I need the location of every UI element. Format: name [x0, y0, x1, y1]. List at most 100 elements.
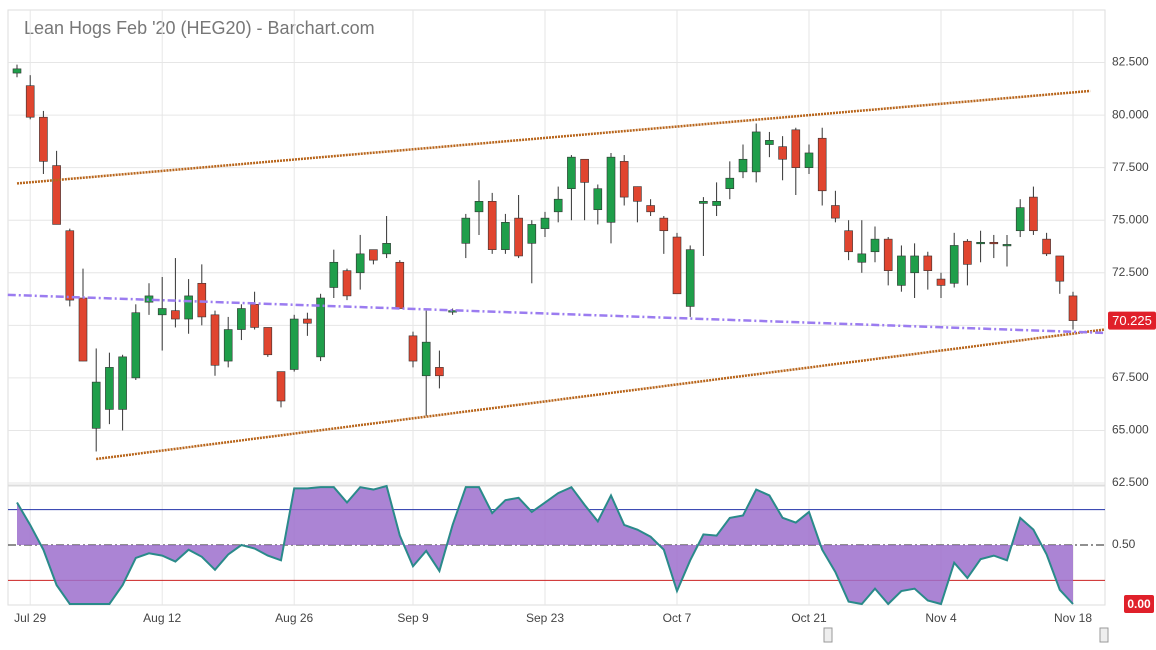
candle-body — [303, 318, 312, 324]
last-value-box — [1124, 595, 1154, 613]
candle-body — [883, 238, 893, 271]
candle-body — [804, 152, 814, 168]
candle-body — [857, 253, 867, 263]
candle-body — [817, 137, 827, 192]
candle-body — [738, 158, 748, 173]
candle-body — [382, 243, 391, 255]
y-tick-label: 82.500 — [1112, 55, 1149, 69]
x-tick-label: Oct 21 — [791, 611, 827, 625]
x-tick-label: Nov 4 — [925, 611, 957, 625]
candle-body — [237, 308, 246, 330]
y-tick-label: 72.500 — [1112, 265, 1149, 279]
candle-body — [923, 255, 933, 271]
candle-body — [1002, 244, 1012, 247]
candle-body — [250, 304, 259, 328]
candle-body — [580, 158, 589, 183]
candle-body — [527, 224, 537, 244]
candle-body — [765, 140, 774, 145]
y-tick-label: 77.500 — [1112, 160, 1149, 174]
candle-body — [210, 314, 220, 366]
candle-body — [553, 198, 563, 213]
candle-body — [171, 310, 180, 320]
last-price-label: 70.225 — [1112, 313, 1152, 328]
candle-body — [329, 261, 339, 288]
candle-body — [461, 217, 471, 244]
oscillator-line — [16, 484, 1074, 606]
candle-body — [844, 230, 853, 253]
candle-body — [646, 205, 655, 213]
scroll-handle[interactable] — [823, 627, 833, 643]
candle-body — [1055, 255, 1065, 282]
candle-body — [223, 329, 233, 362]
y-tick-label: 0.50 — [1112, 537, 1136, 551]
candle-body — [197, 282, 207, 318]
candle-body — [316, 297, 325, 358]
y-tick-label: 62.500 — [1112, 475, 1149, 489]
y-tick-label: 80.000 — [1112, 107, 1149, 121]
candle-body — [1068, 295, 1078, 321]
candle-body — [1015, 207, 1025, 232]
candle-body — [78, 297, 88, 362]
trendline — [96, 328, 1105, 461]
x-tick-label: Oct 7 — [663, 611, 692, 625]
candle-body — [791, 129, 801, 168]
candle-body — [936, 278, 946, 286]
candle-body — [712, 201, 721, 206]
x-tick-label: Jul 29 — [14, 611, 46, 625]
y-tick-label: 75.000 — [1112, 212, 1149, 226]
x-tick-label: Sep 9 — [397, 611, 429, 625]
candle-body — [672, 236, 682, 295]
candle-body — [606, 156, 616, 223]
chart-title: Lean Hogs Feb '20 (HEG20) - Barchart.com — [24, 18, 375, 38]
candle-body — [1042, 238, 1051, 255]
candle-body — [778, 146, 787, 160]
candle-body — [633, 186, 642, 202]
candle-body — [289, 318, 299, 370]
candle-body — [976, 241, 985, 245]
candle-body — [369, 249, 378, 261]
candle-body — [831, 205, 840, 219]
trendline — [7, 293, 1105, 335]
candle-body — [105, 367, 114, 410]
candle-body — [897, 255, 906, 286]
candle-body — [131, 312, 141, 379]
candle-body — [501, 222, 510, 250]
candle-body — [25, 85, 35, 118]
candle-body — [39, 116, 48, 162]
candle-body — [949, 245, 959, 284]
candle-body — [685, 249, 695, 307]
candle-body — [276, 371, 286, 402]
x-tick-label: Aug 26 — [275, 611, 313, 625]
x-tick-label: Aug 12 — [143, 611, 181, 625]
scroll-handle[interactable] — [1099, 627, 1109, 643]
candle-body — [870, 238, 880, 253]
candle-body — [567, 156, 576, 189]
candle-body — [1029, 196, 1038, 232]
candle-body — [989, 241, 999, 245]
candle-body — [184, 295, 193, 320]
candle-body — [342, 270, 352, 297]
candle-body — [725, 177, 735, 189]
oscillator-area — [17, 486, 1073, 604]
candle-body — [263, 327, 273, 356]
candle-body — [619, 161, 629, 198]
price-panel — [7, 9, 1106, 486]
x-tick-label: Sep 23 — [526, 611, 564, 625]
candle-body — [435, 367, 444, 377]
candle-body — [355, 253, 365, 274]
candle-body — [12, 68, 22, 74]
candle-body — [421, 341, 431, 377]
candle-body — [408, 335, 418, 362]
candle-body — [474, 201, 484, 213]
candle-body — [91, 381, 101, 429]
candle-body — [540, 217, 550, 229]
candle-body — [65, 230, 75, 301]
candle-body — [52, 165, 61, 225]
candle-body — [157, 308, 167, 316]
candle-body — [514, 217, 523, 257]
candle-body — [910, 255, 919, 274]
trendline — [16, 89, 1091, 185]
last-price-box — [1108, 311, 1156, 330]
y-tick-label: 65.000 — [1112, 423, 1149, 437]
